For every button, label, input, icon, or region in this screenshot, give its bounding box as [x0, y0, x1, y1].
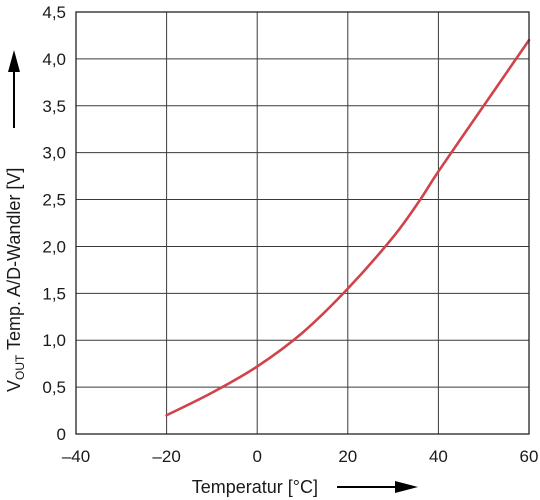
y-tick-label: 1,0 — [42, 331, 66, 350]
x-tick-label: 40 — [429, 447, 448, 466]
x-tick-label: 0 — [252, 447, 261, 466]
y-tick-label: 2,5 — [42, 191, 66, 210]
plot-frame — [75, 11, 530, 435]
series-layer — [165, 38, 531, 417]
y-tick-labels: 0 0,5 1,0 1,5 2,0 2,5 3,0 3,5 4,0 4,5 — [42, 3, 66, 444]
y-tick-label: 0 — [57, 425, 66, 444]
y-axis-label-group: VOUT Temp. A/D-Wandler [V] — [4, 168, 27, 392]
y-axis-label: VOUT Temp. A/D-Wandler [V] — [4, 168, 27, 392]
y-tick-label: 3,5 — [42, 97, 66, 116]
x-tick-label: 20 — [338, 447, 357, 466]
x-axis-arrow — [337, 481, 418, 493]
series-line — [165, 38, 531, 417]
y-tick-label: 2,0 — [42, 237, 66, 256]
x-axis-label: Temperatur [°C] — [192, 477, 318, 497]
x-tick-label: –20 — [152, 447, 180, 466]
x-tick-labels: –40 –20 0 20 40 60 — [62, 447, 539, 466]
grid — [75, 11, 530, 435]
x-tick-label: 60 — [520, 447, 539, 466]
y-tick-label: 4,5 — [42, 3, 66, 22]
x-tick-label: –40 — [62, 447, 90, 466]
y-axis-arrow — [8, 50, 20, 128]
y-tick-label: 1,5 — [42, 284, 66, 303]
y-tick-label: 0,5 — [42, 378, 66, 397]
y-tick-label: 4,0 — [42, 50, 66, 69]
y-tick-label: 3,0 — [42, 144, 66, 163]
